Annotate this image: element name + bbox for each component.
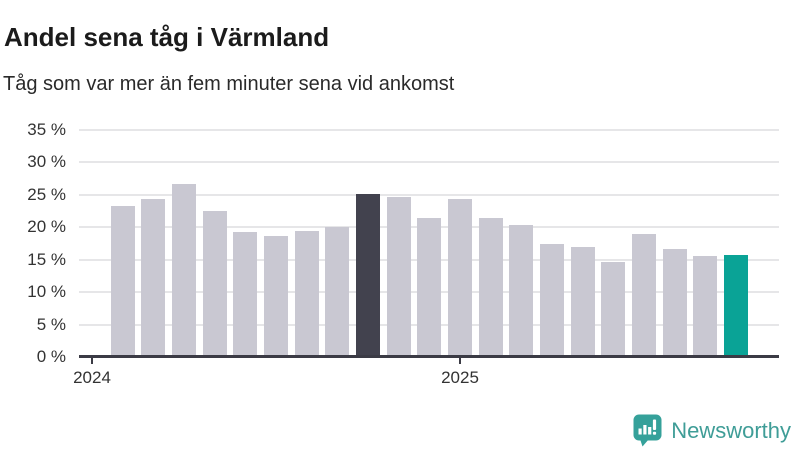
x-axis-label-2025: 2025 [441,368,479,387]
x-axis-tick-2025 [459,358,461,364]
bar-apr-2024 [172,184,196,357]
bar-feb-2024 [110,205,135,357]
y-axis-label-0: 0 % [36,347,66,366]
bar-apr-2025 [540,243,564,357]
x-axis-tick-2024 [91,358,93,364]
y-axis-label-10: 10 % [27,282,66,302]
bar-feb-2025 [478,218,503,357]
x-axis-label-2024: 2024 [73,368,111,387]
bar-jun-2024 [233,232,258,357]
bar-aug-2024 [294,230,319,357]
bar-mar-2024 [141,199,166,357]
bar-mar-2025 [509,224,534,357]
bar-nov-2024 [386,197,411,357]
x-axis-line [79,355,779,358]
y-axis-label-15: 15 % [27,249,66,269]
bar-okt-2024 [356,193,380,357]
bar-sep-2025 [693,256,718,357]
gridline-25 [79,193,779,196]
newsworthy-logo-text: Newsworthy [671,417,791,443]
y-axis-label-25: 25 % [27,184,66,204]
bar-maj-2025 [570,246,595,357]
bar-jun-2025 [601,261,626,357]
chart-subtitle: Tåg som var mer än fem minuter sena vid … [3,73,455,95]
bar-jul-2024 [264,236,288,357]
newsworthy-logo: Newsworthy [633,414,791,447]
y-axis-label-35: 35 % [27,120,66,139]
plot-area [79,129,779,357]
newsworthy-logo-icon [633,414,662,447]
bar-jan-2025 [448,199,472,357]
bar-okt-2025 [724,255,748,357]
y-axis-label-5: 5 % [36,314,66,334]
bar-maj-2024 [202,211,227,357]
bar-sep-2024 [325,227,350,357]
y-axis-label-20: 20 % [27,217,66,237]
bar-aug-2025 [662,248,687,357]
bar-dec-2024 [417,218,442,357]
gridline-30 [79,161,779,164]
y-axis-label-30: 30 % [27,152,66,172]
bar-jul-2025 [632,233,656,357]
chart-title: Andel sena tåg i Värmland [4,22,330,53]
gridline-35 [79,129,779,131]
